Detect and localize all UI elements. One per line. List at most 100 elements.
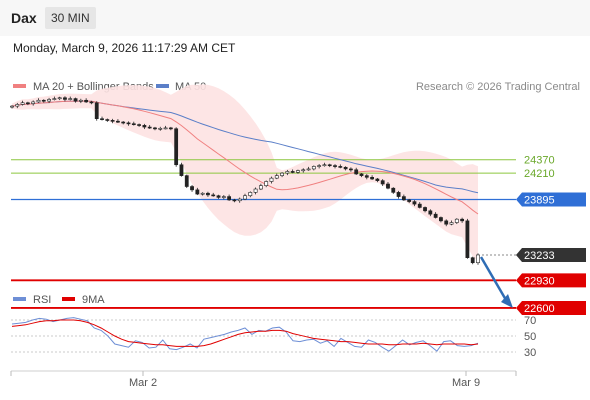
- chart-datetime: Monday, March 9, 2026 11:17:29 AM CET: [13, 41, 236, 55]
- forecast-arrow-head: [501, 293, 513, 308]
- candle-body: [460, 218, 465, 222]
- rsi-line: [11, 317, 479, 352]
- research-credit: Research © 2026 Trading Central: [416, 81, 580, 93]
- last-label: 23233: [524, 250, 555, 262]
- rsi-tick-label: 50: [524, 331, 536, 343]
- candle-body: [211, 194, 216, 197]
- candle-body: [15, 104, 20, 107]
- support-label: 22600: [524, 303, 555, 315]
- candle-body: [216, 195, 221, 198]
- candle-body: [386, 183, 390, 189]
- candle-body: [116, 120, 120, 123]
- candle-body: [449, 222, 454, 225]
- last-label-box: [516, 247, 586, 262]
- candle-body: [354, 169, 359, 175]
- candle-body: [433, 213, 438, 218]
- candle-body: [36, 99, 41, 103]
- ma20-legend-swatch: [13, 84, 26, 88]
- candle-body: [333, 165, 337, 167]
- candle-body: [137, 124, 141, 126]
- candle-body: [147, 126, 152, 129]
- candle-body: [301, 169, 306, 172]
- rsi-tick-label: 30: [524, 347, 536, 359]
- candle-body: [89, 101, 94, 104]
- support-label-box: [516, 300, 586, 315]
- candle-body: [343, 166, 348, 170]
- pivot-label-box: [516, 192, 586, 207]
- candle-body: [100, 118, 104, 120]
- candle-body: [84, 99, 89, 103]
- forecast-arrow: [479, 256, 513, 308]
- candle-body: [396, 192, 401, 197]
- candle-body: [465, 220, 470, 259]
- candle-body: [444, 220, 449, 225]
- candle-body: [375, 178, 380, 181]
- candle-body: [221, 196, 226, 198]
- candle-body: [110, 120, 115, 122]
- time-axis: Mar 2 Mar 9: [10, 371, 517, 389]
- ma9-legend-label: 9MA: [82, 294, 105, 306]
- candle-body: [227, 196, 232, 201]
- candle-body: [105, 119, 110, 121]
- candle-body: [31, 101, 36, 104]
- candle-body: [184, 175, 189, 187]
- candle-body: [327, 164, 332, 167]
- candle-body: [338, 166, 343, 168]
- support-label: 22930: [524, 275, 555, 287]
- ma9-legend-swatch: [62, 297, 75, 301]
- candle-body: [274, 175, 279, 179]
- candle-body: [412, 201, 417, 205]
- symbol-title: Dax: [11, 10, 37, 26]
- candle-body: [73, 98, 78, 102]
- candle-body: [359, 173, 364, 176]
- candle-body: [428, 210, 433, 215]
- toolbar: Dax 30 MIN: [0, 0, 590, 36]
- candle-body: [349, 168, 353, 171]
- moving-averages: [11, 100, 479, 215]
- rsi-legend-swatch: [13, 297, 26, 301]
- candle-body: [142, 125, 147, 128]
- candle-body: [285, 171, 290, 174]
- candle-body: [63, 97, 67, 100]
- rsi-panel: 70 50 30: [11, 315, 536, 359]
- candle-body: [57, 97, 62, 100]
- candle-body: [317, 165, 322, 167]
- candle-body: [237, 198, 242, 202]
- candle-body: [47, 99, 51, 102]
- candle-body: [195, 189, 200, 195]
- candle-body: [121, 121, 126, 124]
- candle-body: [401, 196, 406, 201]
- rsi-tick-label: 70: [524, 315, 536, 327]
- candle-body: [174, 128, 179, 166]
- candle-body: [232, 199, 237, 202]
- candle-body: [206, 192, 210, 196]
- candle-body: [248, 192, 253, 197]
- rsi-ma-line: [11, 319, 479, 347]
- candle-body: [454, 218, 459, 223]
- candle-body: [476, 254, 480, 264]
- candle-body: [158, 128, 163, 130]
- candle-body: [322, 164, 327, 167]
- timeframe-button[interactable]: 30 MIN: [45, 7, 96, 29]
- resistance-label: 24210: [524, 168, 555, 180]
- candle-body: [78, 99, 83, 102]
- candle-body: [364, 175, 369, 178]
- candle-body: [407, 199, 412, 202]
- candle-body: [391, 187, 396, 193]
- candle-body: [243, 195, 247, 200]
- candle-body: [380, 180, 385, 185]
- candle-body: [190, 186, 194, 191]
- candle-body: [94, 102, 99, 119]
- candle-body: [296, 170, 300, 173]
- candle-body: [258, 185, 263, 190]
- candle-body: [179, 164, 184, 176]
- candle-body: [126, 122, 131, 125]
- resistance-label: 24370: [524, 155, 555, 167]
- candle-body: [20, 102, 25, 105]
- forecast-arrow-shaft: [479, 256, 508, 301]
- candle-body: [10, 105, 14, 108]
- candle-body: [306, 168, 311, 171]
- candle-body: [470, 257, 475, 264]
